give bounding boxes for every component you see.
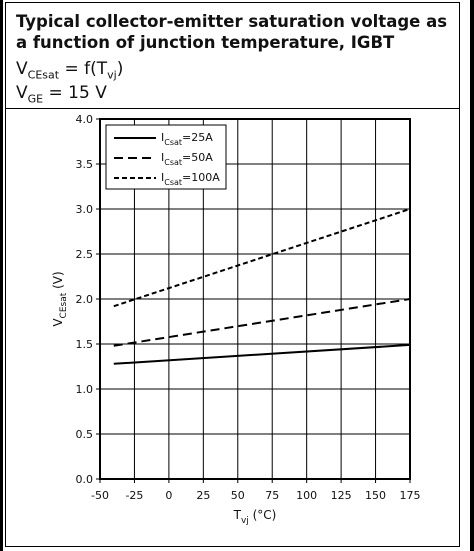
header-divider: [6, 108, 459, 109]
legend-label: ICsat=25A: [161, 131, 213, 147]
y-tick-label: 2.0: [76, 293, 94, 306]
x-tick-label: 50: [231, 489, 245, 502]
y-tick-label: 0.0: [76, 473, 94, 486]
series-line-50a: [113, 298, 411, 347]
x-tick-label: 125: [331, 489, 352, 502]
x-tick-label: 25: [196, 489, 210, 502]
series-line-25a: [113, 343, 411, 365]
chart-svg: -50 -25 0 25 50 75 100 125 150 175 0.0 0.5 1.0 1.5 2.0…: [51, 113, 421, 526]
chart-card: Typical collector-emitter saturation vol…: [5, 2, 460, 547]
legend-label: ICsat=100A: [161, 171, 220, 187]
page: Typical collector-emitter saturation vol…: [3, 0, 470, 551]
x-tick-label: 175: [400, 489, 421, 502]
formula-subscript: CEsat: [27, 68, 60, 82]
formula-text: = f(T: [59, 59, 108, 79]
chart-title: Typical collector-emitter saturation vol…: [16, 12, 448, 52]
formula-subscript: GE: [27, 92, 44, 106]
x-tick-label: 75: [265, 489, 279, 502]
formula-vge: VGE = 15 V: [16, 83, 107, 105]
formula-symbol: V: [16, 59, 28, 79]
y-tick-label: 4.0: [76, 113, 94, 126]
formula-subscript-2: vj: [107, 68, 117, 82]
x-tick-label: -50: [91, 489, 109, 502]
y-tick-label: 1.5: [76, 338, 94, 351]
x-tick-label: 100: [296, 489, 317, 502]
formula-symbol: V: [16, 83, 28, 103]
x-tick-label: 0: [165, 489, 172, 502]
y-tick-label: 1.0: [76, 383, 94, 396]
x-tick-label: -25: [125, 489, 143, 502]
legend-label: ICsat=50A: [161, 151, 213, 167]
x-axis-label: Tvj (°C): [233, 508, 277, 526]
y-tick-label: 0.5: [76, 428, 94, 441]
plot-frame: [99, 118, 411, 480]
y-tick-label: 2.5: [76, 248, 94, 261]
y-axis-label: VCEsat (V): [51, 271, 69, 326]
formula-vcesat: VCEsat = f(Tvj): [16, 59, 123, 81]
formula-text: = 15 V: [43, 83, 107, 103]
y-tick-label: 3.0: [76, 203, 94, 216]
y-tick-label: 3.5: [76, 158, 94, 171]
formula-end: ): [116, 59, 124, 79]
series-line-100a: [113, 208, 411, 308]
x-tick-label: 150: [365, 489, 386, 502]
